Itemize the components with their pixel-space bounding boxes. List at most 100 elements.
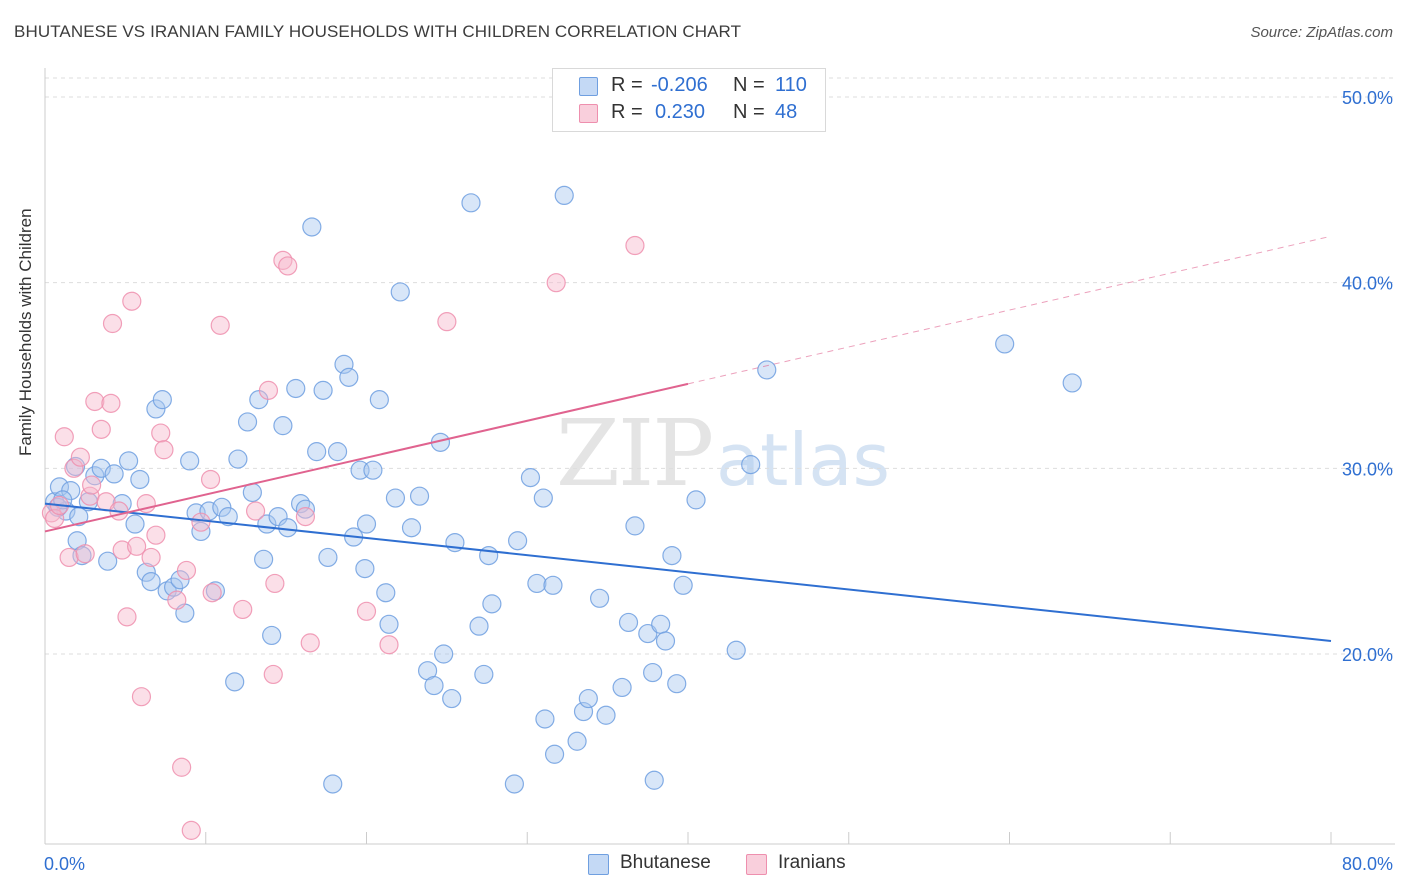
point-bhutanese [152,390,172,410]
point-bhutanese [567,731,587,751]
point-iranians [181,820,201,840]
point-bhutanese [757,360,777,380]
point-bhutanese [644,770,664,790]
point-iranians [546,273,566,293]
point-bhutanese [318,547,338,568]
point-iranians [91,419,111,439]
point-iranians [59,547,79,568]
watermark-atlas: atlas [716,418,890,502]
point-bhutanese [262,625,282,646]
point-bhutanese [461,193,481,213]
point-iranians [112,540,132,560]
point-bhutanese [273,416,293,436]
point-bhutanese [98,551,118,571]
x-tick-label: 0.0% [44,854,85,874]
point-bhutanese [1062,373,1082,393]
y-tick-label: 40.0% [1342,274,1393,294]
legend-r-label: R = [611,74,643,96]
point-bhutanese [434,644,454,664]
point-iranians [176,560,197,581]
series-swatch-iranians [746,854,767,875]
point-iranians [379,635,399,655]
x-tick-label: 80.0% [1342,854,1393,874]
point-bhutanese [339,367,359,387]
point-bhutanese [424,675,444,696]
point-bhutanese [651,614,671,634]
trend-line-dashed-iranians [687,235,1332,385]
point-bhutanese [369,390,389,410]
point-iranians [258,380,279,400]
point-bhutanese [479,545,499,566]
point-bhutanese [726,640,746,660]
point-bhutanese [625,516,645,536]
point-bhutanese [474,664,494,685]
point-bhutanese [286,378,306,399]
legend-n-value: 48 [775,101,798,123]
point-bhutanese [504,774,524,794]
legend-swatch-bhutanese [579,77,598,96]
point-bhutanese [638,623,658,644]
point-bhutanese [146,399,166,419]
point-iranians [202,583,222,603]
point-iranians [191,512,211,532]
point-bhutanese [543,575,563,595]
point-bhutanese [356,514,377,534]
point-bhutanese [212,497,232,517]
legend-row-bhutanese: R = -0.206 N = 110 [553,74,825,100]
point-bhutanese [612,677,632,698]
point-iranians [54,427,74,447]
point-iranians [300,633,320,653]
trend-line-iranians [44,382,689,533]
legend-r-label: R = [611,101,643,123]
legend-r-value: 0.230 [655,101,706,123]
series-label-bhutanese: Bhutanese [620,852,711,873]
point-iranians [122,291,142,311]
point-bhutanese [390,282,410,302]
point-bhutanese [686,490,706,510]
point-bhutanese [254,549,274,569]
point-bhutanese [228,449,248,469]
point-bhutanese [323,774,343,794]
point-bhutanese [643,662,663,683]
point-bhutanese [307,442,327,462]
point-bhutanese [527,573,547,594]
point-bhutanese [544,744,565,764]
point-bhutanese [302,217,322,237]
point-bhutanese [535,709,555,729]
point-bhutanese [667,674,687,694]
point-bhutanese [363,460,383,480]
point-iranians [167,590,187,610]
point-iranians [172,757,192,777]
point-iranians [141,547,161,568]
point-iranians [85,391,105,412]
chart-source: Source: ZipAtlas.com [1250,24,1393,41]
point-bhutanese [180,451,200,471]
point-bhutanese [618,612,639,633]
point-bhutanese [520,468,541,488]
point-bhutanese [295,499,316,519]
point-iranians [625,235,645,256]
point-bhutanese [205,581,225,601]
point-iranians [154,440,174,460]
point-iranians [131,687,152,707]
point-bhutanese [655,631,676,651]
point-iranians [356,601,377,621]
point-bhutanese [578,688,598,709]
point-bhutanese [327,442,348,462]
point-iranians [127,536,147,556]
point-bhutanese [130,469,150,490]
point-iranians [245,501,266,521]
point-iranians [233,599,253,620]
point-bhutanese [385,488,406,508]
point-bhutanese [995,334,1015,354]
point-bhutanese [379,614,399,634]
point-bhutanese [469,616,489,636]
point-bhutanese [268,507,288,527]
trend-line-bhutanese [44,502,1332,642]
point-bhutanese [554,185,574,206]
point-bhutanese [125,514,145,534]
legend-n-value: 110 [775,74,807,96]
legend-row-iranians: R = 0.230 N = 48 [553,101,825,127]
point-bhutanese [662,545,682,566]
point-bhutanese [533,488,553,508]
